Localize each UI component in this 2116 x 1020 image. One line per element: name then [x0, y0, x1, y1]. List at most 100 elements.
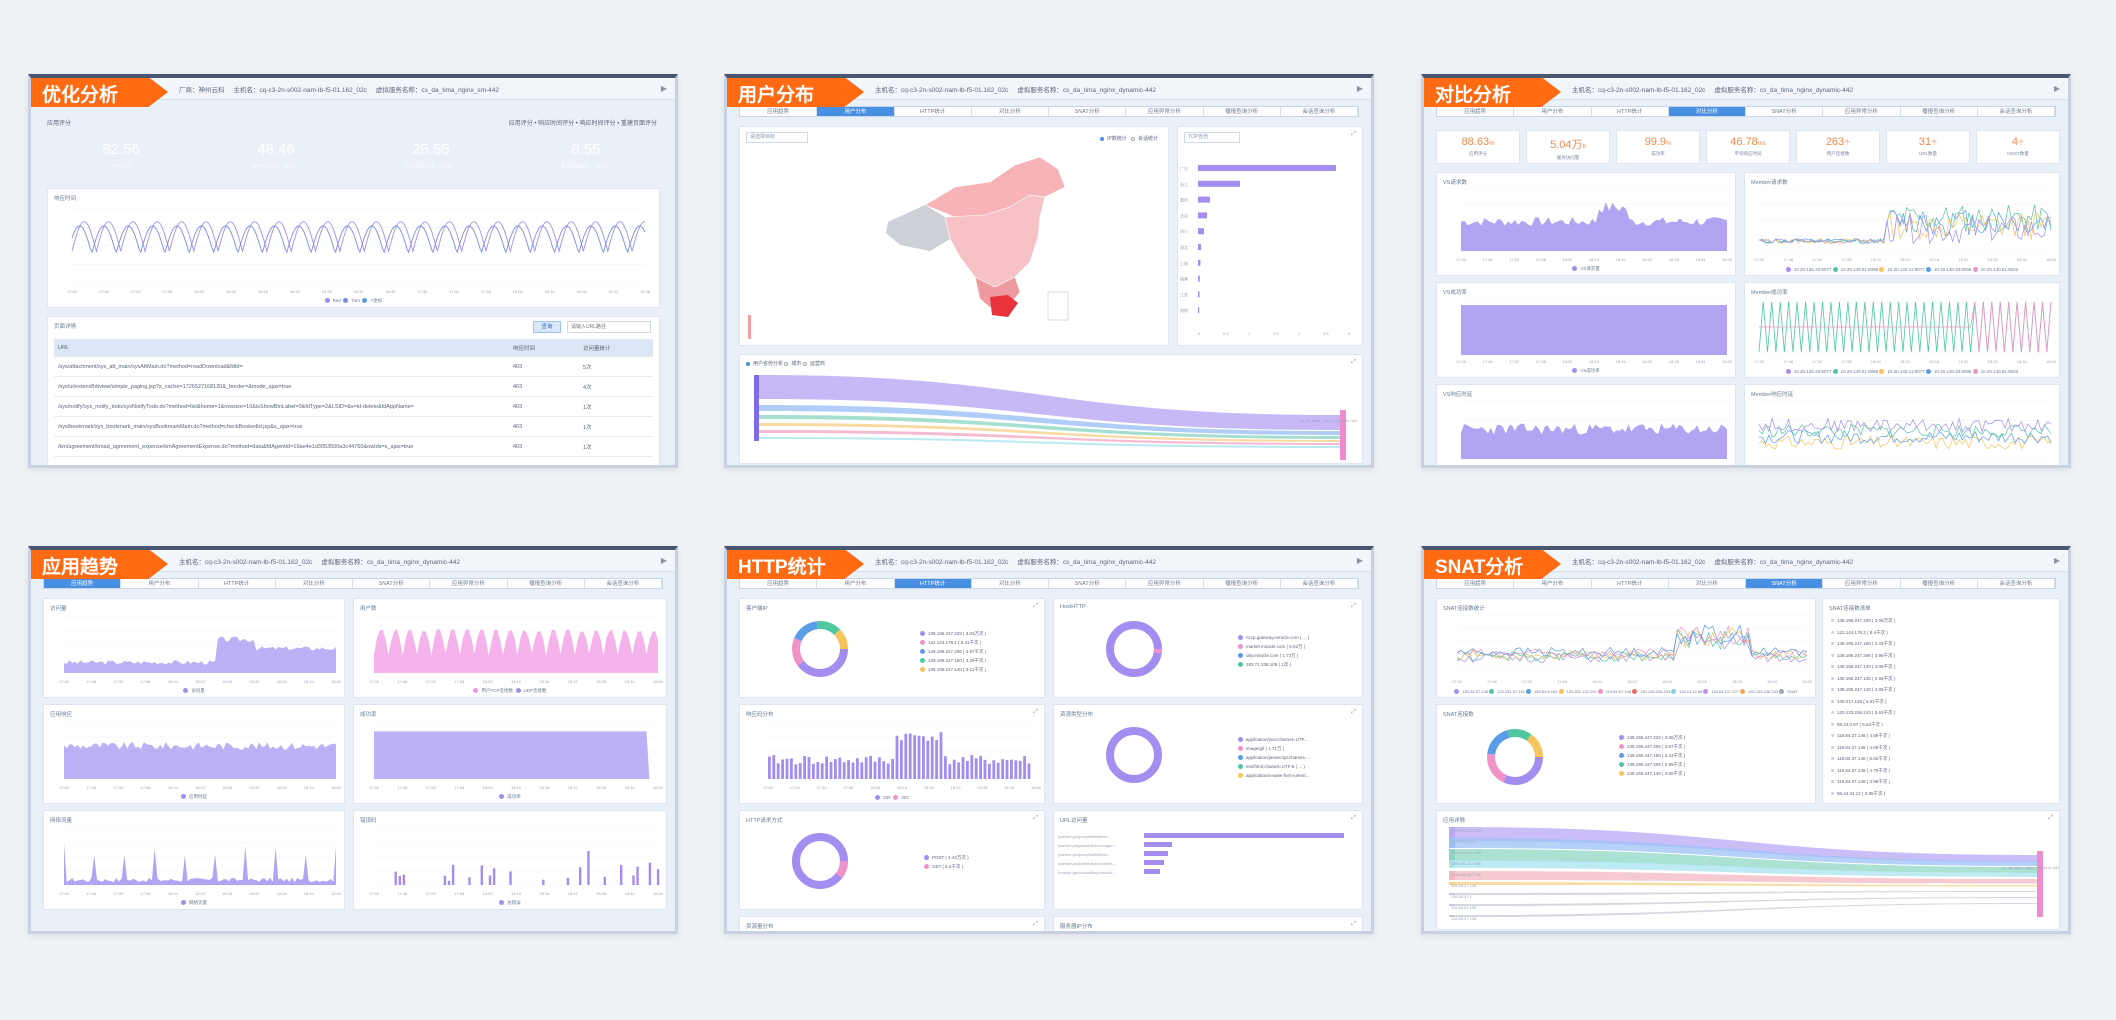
- expand-icon[interactable]: ⤢: [1351, 921, 1356, 927]
- metric-card[interactable]: 31个 URL数量: [1886, 130, 1970, 164]
- play-icon[interactable]: ▶: [2053, 84, 2060, 93]
- snat-list-item[interactable]: 139.196.247.135 ( 2.96千次 ): [1831, 673, 1895, 685]
- tab-broadcast[interactable]: 播报查询分析: [1204, 107, 1281, 116]
- snat-list-item[interactable]: 139.196.247.150 ( 3.33千次 ): [1831, 638, 1895, 650]
- snat-list-item[interactable]: 118.84.37.148 ( 5.92千次 ): [1831, 753, 1895, 765]
- tab-session[interactable]: 会话查询分析: [1281, 579, 1358, 588]
- top-select[interactable]: TOP省份: [1184, 132, 1240, 143]
- snat-list-item[interactable]: 118.84.37.148 ( 3.98千次 ): [1831, 776, 1895, 788]
- tab-broadcast[interactable]: 播报查询分析: [1204, 579, 1281, 588]
- expand-icon[interactable]: ⤢: [1351, 709, 1356, 715]
- play-icon[interactable]: ▶: [660, 84, 667, 93]
- panel-header: 主机名：cq-c3-2n-s002-nam-lb-f5-01.162_02c 虚拟…: [31, 550, 675, 572]
- tab-trend[interactable]: 应用趋势: [740, 107, 818, 116]
- snat-list-item[interactable]: 118.84.37.148 ( 4.75千次 ): [1831, 765, 1895, 777]
- tab-session[interactable]: 会话查询分析: [1978, 107, 2055, 116]
- tab-compare[interactable]: 对比分析: [972, 579, 1049, 588]
- snat-list-item[interactable]: 120.133.226.243 ( 5.63千次 ): [1831, 707, 1895, 719]
- search-button[interactable]: 查询: [533, 321, 561, 333]
- expand-icon[interactable]: ⤢: [1033, 815, 1038, 821]
- tab-broadcast[interactable]: 播报查询分析: [1901, 579, 1978, 588]
- x-tick-label: 18:34: [625, 785, 636, 790]
- play-icon[interactable]: ▶: [660, 556, 667, 565]
- expand-icon[interactable]: ⤢: [1351, 815, 1356, 821]
- snat-list-item[interactable]: 118.84.37.148 ( 4.89千次 ): [1831, 742, 1895, 754]
- kpi-card-response[interactable]: 48.46 响应时间评分（60%）: [202, 134, 350, 180]
- snat-list-item[interactable]: 139.196.247.229 ( 3.06万次 ): [1831, 615, 1895, 627]
- metric-card[interactable]: 46.78ms 平均响应时间: [1706, 130, 1790, 164]
- tab-compare[interactable]: 对比分析: [1669, 579, 1746, 588]
- tab-snat[interactable]: SNAT分析: [1746, 579, 1824, 588]
- tab-http[interactable]: HTTP统计: [1592, 579, 1669, 588]
- expand-icon[interactable]: ⤢: [1033, 921, 1038, 927]
- tab-snat[interactable]: SNAT分析: [1049, 579, 1127, 588]
- tab-compare[interactable]: 对比分析: [276, 579, 353, 588]
- score-links[interactable]: 应用评分 • 响应时间评分 • 响应时间评分 • 重建页面评分: [508, 121, 657, 127]
- play-icon[interactable]: ▶: [2053, 556, 2060, 565]
- tab-user[interactable]: 用户分布: [1514, 579, 1592, 588]
- play-icon[interactable]: ▶: [1356, 84, 1363, 93]
- response-bar: [948, 764, 952, 779]
- tab-trend[interactable]: 应用趋势: [740, 579, 818, 588]
- metric-card[interactable]: 99.9% 成功率: [1616, 130, 1700, 164]
- sankey-radio[interactable]: 用户省份分析 城市 运营商: [746, 360, 825, 367]
- tab-compare[interactable]: 对比分析: [972, 107, 1049, 116]
- table-row[interactable]: /sys/ui/extend/hbview/simple_paging.jsp?…: [54, 377, 653, 397]
- snat-list-item[interactable]: 58.23.0.87 ( 5.63千次 ): [1831, 719, 1895, 731]
- snat-list-item[interactable]: 139.196.247.206 ( 3.96千次 ): [1831, 650, 1895, 662]
- tab-anomaly[interactable]: 应用异常分析: [1126, 107, 1204, 116]
- snat-list-item[interactable]: 58.44.34.12 ( 3.85千次 ): [1831, 788, 1895, 800]
- tab-anomaly[interactable]: 应用异常分析: [1126, 579, 1204, 588]
- expand-icon[interactable]: ⤢: [1033, 709, 1038, 715]
- tab-user[interactable]: 用户分布: [817, 579, 895, 588]
- tab-broadcast[interactable]: 播报查询分析: [508, 579, 585, 588]
- expand-icon[interactable]: ⤢: [1351, 131, 1356, 137]
- metric-card[interactable]: 4个 HOST数量: [1976, 130, 2060, 164]
- tab-broadcast[interactable]: 播报查询分析: [1901, 107, 1978, 116]
- metric-card[interactable]: 263个 用户连接数: [1796, 130, 1880, 164]
- play-icon[interactable]: ▶: [1356, 556, 1363, 565]
- stat-radio[interactable]: IP数统计 会话统计: [1100, 135, 1158, 142]
- tab-snat[interactable]: SNAT分析: [353, 579, 431, 588]
- tab-http[interactable]: HTTP统计: [199, 579, 276, 588]
- snat-list-item[interactable]: 139.217.148 ( 5.61千次 ): [1831, 696, 1895, 708]
- tab-trend[interactable]: 应用趋势: [44, 579, 122, 588]
- tab-http[interactable]: HTTP统计: [895, 107, 972, 116]
- table-row[interactable]: /sys/notify/sys_notify_todo/sysNotifyTod…: [54, 397, 653, 417]
- tab-trend[interactable]: 应用趋势: [1437, 107, 1515, 116]
- tab-snat[interactable]: SNAT分析: [1049, 107, 1127, 116]
- table-row[interactable]: /sys/bookmark/sys_bookmark_main/sysBookm…: [54, 417, 653, 437]
- tab-anomaly[interactable]: 应用异常分析: [430, 579, 508, 588]
- table-row[interactable]: /sys/attachment/sys_att_main/sysAttMain.…: [54, 357, 653, 377]
- snat-list-item[interactable]: 122.144.178.2 ( 8.4千次 ): [1831, 627, 1895, 639]
- expand-icon[interactable]: ⤢: [2048, 815, 2053, 821]
- target-select[interactable]: 请选择目标: [746, 132, 808, 143]
- metric-card[interactable]: 5.04万b 服务访问量: [1526, 130, 1610, 164]
- tab-trend[interactable]: 应用趋势: [1437, 579, 1515, 588]
- tab-compare[interactable]: 对比分析: [1668, 107, 1746, 116]
- tab-anomaly[interactable]: 应用异常分析: [1823, 579, 1901, 588]
- tab-http[interactable]: HTTP统计: [894, 579, 972, 588]
- tab-session[interactable]: 会话查询分析: [1281, 107, 1358, 116]
- x-tick-label: 18:16: [222, 785, 233, 790]
- snat-list-item[interactable]: 118.84.37.148 ( 4.89千次 ): [1831, 730, 1895, 742]
- expand-icon[interactable]: ⤢: [1351, 359, 1356, 365]
- kpi-card-rebuild[interactable]: 8.55 重建页面评分（10%）: [512, 134, 660, 180]
- tab-snat[interactable]: SNAT分析: [1746, 107, 1824, 116]
- expand-icon[interactable]: ⤢: [1351, 603, 1356, 609]
- tab-anomaly[interactable]: 应用异常分析: [1823, 107, 1901, 116]
- tab-session[interactable]: 会话查询分析: [1978, 579, 2055, 588]
- table-row[interactable]: /km/agreement/kmad_agreement_expense/kmA…: [54, 437, 653, 457]
- tab-user[interactable]: 用户分布: [817, 107, 895, 116]
- kpi-card-app-score[interactable]: 82.56 应用评分: [47, 134, 195, 180]
- tab-session[interactable]: 会话查询分析: [585, 579, 662, 588]
- tab-user[interactable]: 用户分布: [121, 579, 199, 588]
- snat-list-item[interactable]: 139.196.247.140 ( 3.08千次 ): [1831, 661, 1895, 673]
- url-search-input[interactable]: [567, 321, 651, 333]
- snat-list-item[interactable]: 139.196.247.140 ( 4.05千次 ): [1831, 684, 1895, 696]
- metric-card[interactable]: 88.63% 应用评分: [1436, 130, 1520, 164]
- tab-user[interactable]: 用户分布: [1514, 107, 1592, 116]
- kpi-card-response-2[interactable]: 25.55 响应时间评分（30%）: [357, 134, 505, 180]
- expand-icon[interactable]: ⤢: [1033, 603, 1038, 609]
- tab-http[interactable]: HTTP统计: [1592, 107, 1669, 116]
